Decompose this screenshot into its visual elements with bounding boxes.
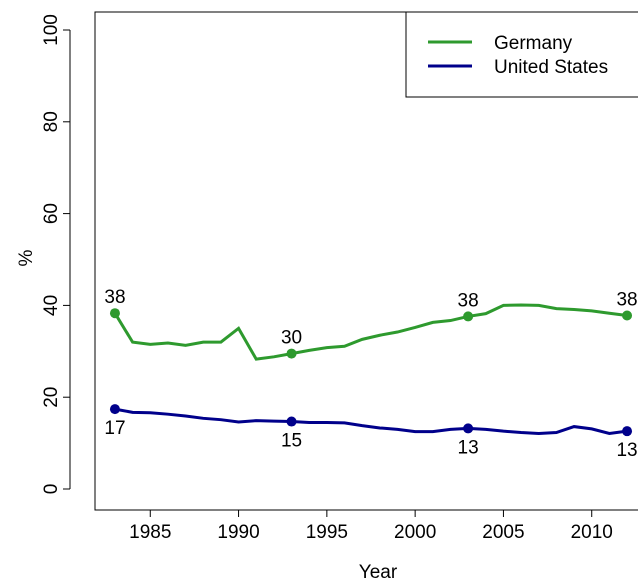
line-series (113, 303, 628, 361)
y-tick-label: 40 (41, 295, 62, 316)
point (286, 348, 297, 359)
x-axis-title: Year (359, 562, 398, 583)
data-label: 30 (281, 328, 302, 349)
y-axis-title: % (16, 249, 37, 266)
y-tick-label: 80 (41, 111, 62, 132)
data-label: 38 (104, 287, 125, 308)
legend-box (405, 11, 638, 98)
y-tick-label: 0 (41, 484, 62, 495)
data-label: 13 (458, 437, 479, 458)
legend-label: Germany (494, 33, 573, 54)
x-tick-label: 1990 (217, 522, 259, 543)
point (286, 416, 297, 427)
y-tick-label: 60 (41, 203, 62, 224)
line-series (114, 407, 628, 435)
data-label: 15 (281, 431, 302, 452)
data-label: 38 (458, 290, 479, 311)
x-tick-label: 1995 (306, 522, 348, 543)
data-label: 17 (104, 418, 125, 439)
x-tick-label: 2005 (482, 522, 524, 543)
y-tick-label: 100 (41, 14, 62, 46)
x-tick-label: 1985 (129, 522, 171, 543)
y-tick-label: 20 (41, 387, 62, 408)
data-label: 38 (616, 289, 637, 310)
x-tick-label: 2000 (394, 522, 436, 543)
point (622, 426, 633, 437)
point (463, 311, 474, 322)
point (109, 308, 120, 319)
x-tick-label: 2010 (571, 522, 613, 543)
point (463, 423, 474, 434)
point (109, 404, 120, 415)
point (622, 310, 633, 321)
legend-label: United States (494, 57, 608, 78)
data-label: 13 (616, 440, 637, 461)
